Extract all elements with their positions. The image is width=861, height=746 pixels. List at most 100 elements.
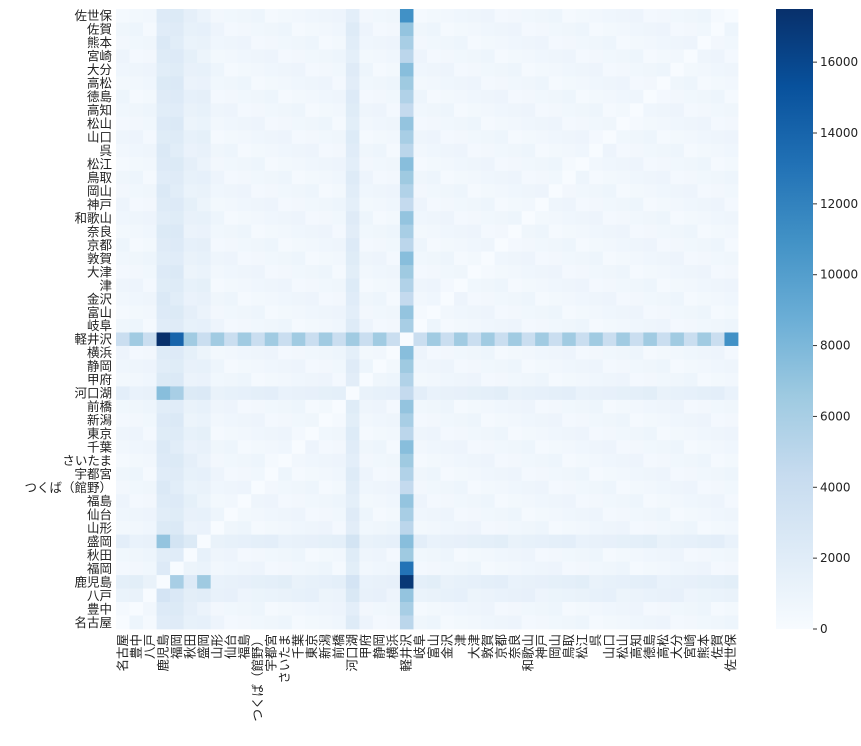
heatmap-cell xyxy=(454,116,468,131)
heatmap-cell xyxy=(359,211,374,226)
heatmap-cell xyxy=(413,386,428,401)
heatmap-cell xyxy=(116,575,130,589)
heatmap-cell xyxy=(589,319,604,333)
heatmap-cell xyxy=(535,224,550,239)
heatmap-cell xyxy=(629,265,644,279)
heatmap-cell xyxy=(643,413,658,428)
heatmap-cell xyxy=(670,534,685,549)
heatmap-cell xyxy=(710,278,725,293)
heatmap-cell xyxy=(291,292,306,306)
heatmap-cell xyxy=(629,453,644,468)
row-tick-label: 河口湖 xyxy=(74,386,112,401)
heatmap-cell xyxy=(197,602,212,616)
heatmap-cell xyxy=(372,265,387,279)
column-tick-label: 徳島 xyxy=(642,634,657,659)
heatmap-cell xyxy=(656,440,671,455)
row-tick-label: つくば（館野） xyxy=(24,480,112,495)
heatmap-cell xyxy=(562,332,577,347)
heatmap-cell xyxy=(562,49,577,64)
heatmap-cell xyxy=(278,507,293,522)
heatmap-cell xyxy=(656,507,671,522)
heatmap-cell xyxy=(332,157,347,172)
heatmap-cell xyxy=(710,305,725,320)
heatmap-cell xyxy=(548,265,563,279)
heatmap-cell xyxy=(332,588,347,603)
heatmap-cell xyxy=(183,359,198,374)
heatmap-cell xyxy=(521,359,536,374)
heatmap-cell xyxy=(494,76,509,91)
heatmap-cell xyxy=(129,588,144,603)
heatmap-cell xyxy=(467,305,482,320)
heatmap-cell xyxy=(440,494,455,509)
heatmap-cell xyxy=(629,332,644,347)
heatmap-cell xyxy=(697,602,712,616)
heatmap-cell xyxy=(278,76,293,91)
heatmap-cell xyxy=(427,49,441,64)
heatmap-cell xyxy=(602,453,617,468)
heatmap-cell xyxy=(724,35,739,50)
heatmap-cell xyxy=(237,588,252,603)
heatmap-cell xyxy=(197,319,212,333)
heatmap-cell xyxy=(697,211,712,226)
heatmap-cell xyxy=(602,602,617,616)
heatmap-cell xyxy=(399,386,414,401)
row-tick-label: 宇都宮 xyxy=(74,467,112,482)
heatmap-cell xyxy=(683,224,698,239)
heatmap-cell xyxy=(116,561,130,576)
heatmap-cell xyxy=(305,480,320,495)
heatmap-cell xyxy=(291,103,306,118)
heatmap-cell xyxy=(278,197,293,212)
heatmap-cell xyxy=(291,35,306,50)
heatmap-cell xyxy=(156,35,171,50)
heatmap-cell xyxy=(224,224,239,239)
heatmap-cell xyxy=(345,251,360,266)
heatmap-cell xyxy=(575,170,590,185)
heatmap-cell xyxy=(170,561,185,576)
heatmap-cell xyxy=(656,49,671,64)
heatmap-cell xyxy=(251,534,266,549)
heatmap-cell xyxy=(656,359,671,374)
heatmap-cell xyxy=(427,184,441,199)
heatmap-cell xyxy=(413,440,428,455)
heatmap-cell xyxy=(467,184,482,199)
heatmap-cell xyxy=(643,386,658,401)
heatmap-cell xyxy=(224,480,239,495)
heatmap-cell xyxy=(237,49,252,64)
heatmap-cell xyxy=(386,440,401,455)
heatmap-cell xyxy=(697,224,712,239)
heatmap-cell xyxy=(683,211,698,226)
heatmap-cell xyxy=(143,561,157,576)
heatmap-cell xyxy=(143,480,157,495)
heatmap-cell xyxy=(318,453,333,468)
heatmap-cell xyxy=(629,319,644,333)
heatmap-cell xyxy=(508,561,523,576)
heatmap-cell xyxy=(656,332,671,347)
heatmap-cell xyxy=(372,440,387,455)
heatmap-cell xyxy=(427,386,441,401)
heatmap-cell xyxy=(143,615,157,630)
heatmap-cell xyxy=(602,211,617,226)
heatmap-cell xyxy=(521,399,536,414)
heatmap-cell xyxy=(291,332,306,347)
heatmap-cell xyxy=(427,89,441,104)
heatmap-cell xyxy=(116,170,130,185)
heatmap-cell xyxy=(589,561,604,576)
column-tick-label: 松山 xyxy=(615,634,630,659)
heatmap-cell xyxy=(670,561,685,576)
heatmap-cell xyxy=(305,265,320,279)
heatmap-cell xyxy=(156,615,171,630)
heatmap-cell xyxy=(710,372,725,387)
heatmap-cell xyxy=(386,426,401,441)
colorbar-tick-label: 2000 xyxy=(820,551,851,565)
heatmap-cell xyxy=(481,184,496,199)
heatmap-cell xyxy=(508,372,523,387)
heatmap-cell xyxy=(386,480,401,495)
heatmap-cell xyxy=(183,575,198,589)
heatmap-cell xyxy=(129,76,144,91)
heatmap-cell xyxy=(372,319,387,333)
heatmap-cell xyxy=(386,278,401,293)
heatmap-cell xyxy=(454,507,468,522)
column-tick-label: 鹿児島 xyxy=(155,634,170,672)
heatmap-cell xyxy=(278,224,293,239)
heatmap-cell xyxy=(575,238,590,253)
